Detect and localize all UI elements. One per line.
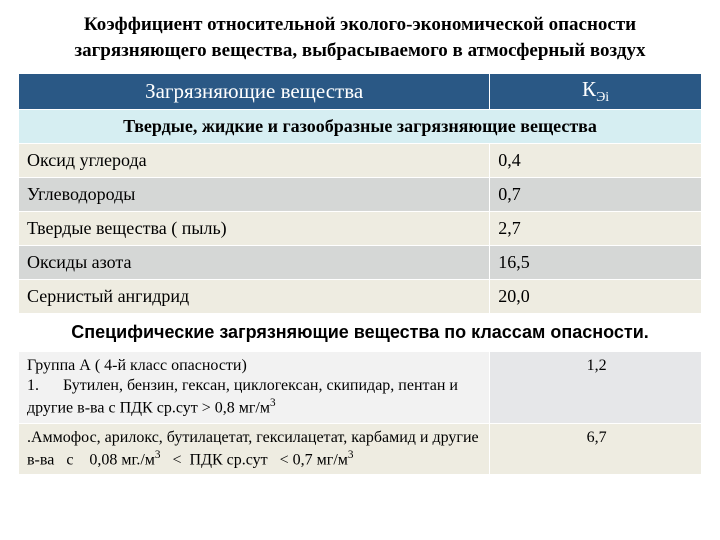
header-col-coefficient: КЭi <box>490 74 702 110</box>
coefficient-value: 20,0 <box>490 280 702 314</box>
spec-coefficient-value: 1,2 <box>490 352 702 423</box>
category-1-label: Твердые, жидкие и газообразные загрязняю… <box>19 110 702 144</box>
category-2-label: Специфические загрязняющие вещества по к… <box>19 314 702 352</box>
coefficient-value: 16,5 <box>490 246 702 280</box>
table-row: Твердые вещества ( пыль)2,7 <box>19 212 702 246</box>
table-row: Углеводороды0,7 <box>19 178 702 212</box>
spec-substance-name: .Аммофос, арилокс, бутилацетат, гексилац… <box>19 423 490 474</box>
spec-coefficient-value: 6,7 <box>490 423 702 474</box>
main-table: Загрязняющие вещества КЭi Твердые, жидки… <box>18 73 702 475</box>
category-row-2: Специфические загрязняющие вещества по к… <box>19 314 702 352</box>
category-row-1: Твердые, жидкие и газообразные загрязняю… <box>19 110 702 144</box>
table-row: Группа А ( 4-й класс опасности)1. Бутиле… <box>19 352 702 423</box>
slide: Коэффициент относительной эколого-эконом… <box>0 0 720 540</box>
table-row: .Аммофос, арилокс, бутилацетат, гексилац… <box>19 423 702 474</box>
table-row: Сернистый ангидрид20,0 <box>19 280 702 314</box>
table-row: Оксиды азота16,5 <box>19 246 702 280</box>
k-base: К <box>582 77 596 101</box>
coefficient-value: 0,7 <box>490 178 702 212</box>
substance-name: Оксиды азота <box>19 246 490 280</box>
table-header-row: Загрязняющие вещества КЭi <box>19 74 702 110</box>
substance-name: Твердые вещества ( пыль) <box>19 212 490 246</box>
coefficient-value: 0,4 <box>490 144 702 178</box>
k-subscript: Эi <box>596 90 609 105</box>
spec-substance-name: Группа А ( 4-й класс опасности)1. Бутиле… <box>19 352 490 423</box>
slide-title: Коэффициент относительной эколого-эконом… <box>18 12 702 63</box>
coefficient-value: 2,7 <box>490 212 702 246</box>
substance-name: Сернистый ангидрид <box>19 280 490 314</box>
substance-name: Углеводороды <box>19 178 490 212</box>
table-row: Оксид углерода0,4 <box>19 144 702 178</box>
substance-name: Оксид углерода <box>19 144 490 178</box>
header-col-substances: Загрязняющие вещества <box>19 74 490 110</box>
